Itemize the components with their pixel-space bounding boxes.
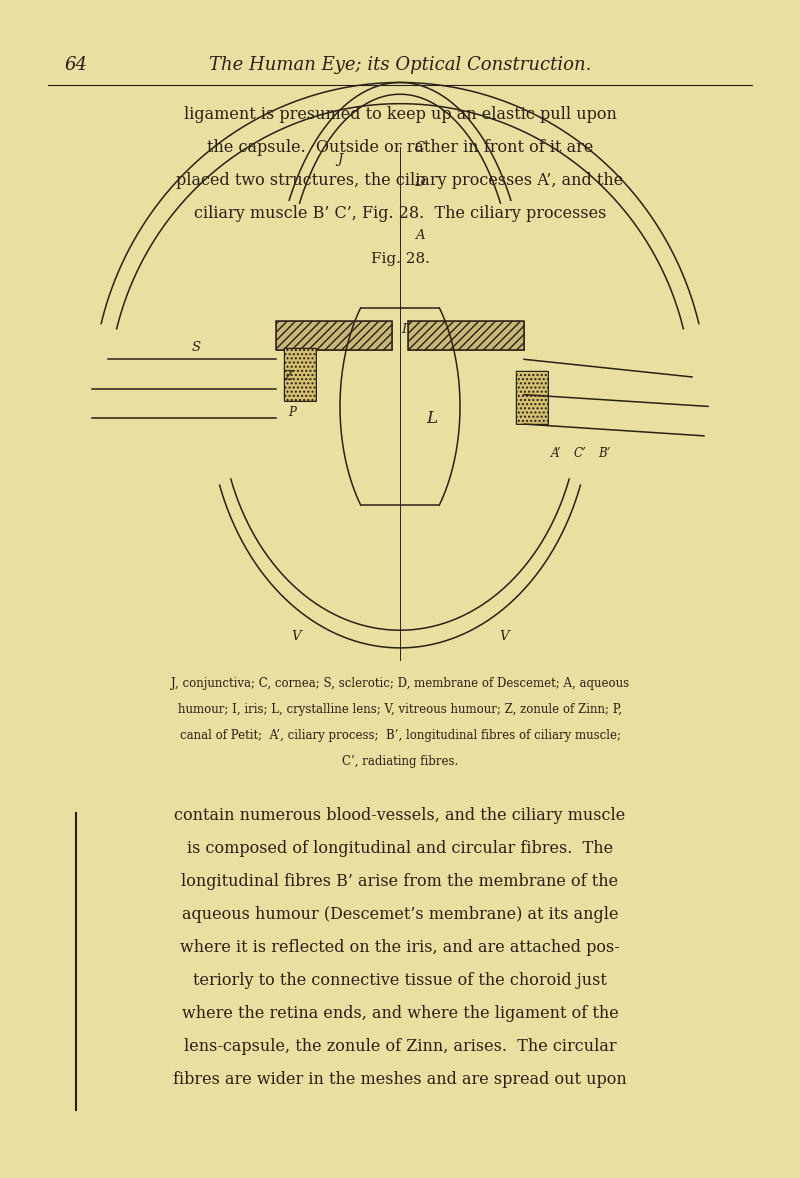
Text: C’, radiating fibres.: C’, radiating fibres.	[342, 755, 458, 768]
Text: aqueous humour (Descemet’s membrane) at its angle: aqueous humour (Descemet’s membrane) at …	[182, 906, 618, 922]
Polygon shape	[516, 371, 548, 424]
Text: D: D	[414, 176, 426, 190]
Text: C’: C’	[574, 446, 586, 461]
Text: where it is reflected on the iris, and are attached pos-: where it is reflected on the iris, and a…	[180, 939, 620, 955]
Text: I: I	[402, 323, 406, 337]
Text: B’: B’	[598, 446, 610, 461]
FancyBboxPatch shape	[276, 320, 392, 351]
Text: C: C	[415, 140, 425, 154]
Text: 64: 64	[64, 55, 87, 74]
Text: the capsule.  Outside or rather in front of it are: the capsule. Outside or rather in front …	[207, 139, 593, 155]
Text: J, conjunctiva; C, cornea; S, sclerotic; D, membrane of Descemet; A, aqueous: J, conjunctiva; C, cornea; S, sclerotic;…	[171, 677, 629, 690]
Text: canal of Petit;  A’, ciliary process;  B’, longitudinal fibres of ciliary muscle: canal of Petit; A’, ciliary process; B’,…	[179, 729, 621, 742]
Text: V: V	[499, 629, 509, 643]
Text: teriorly to the connective tissue of the choroid just: teriorly to the connective tissue of the…	[193, 972, 607, 988]
Text: ligament is presumed to keep up an elastic pull upon: ligament is presumed to keep up an elast…	[183, 106, 617, 123]
Text: where the retina ends, and where the ligament of the: where the retina ends, and where the lig…	[182, 1005, 618, 1021]
Text: A: A	[415, 229, 425, 243]
Text: V: V	[291, 629, 301, 643]
Text: placed two structures, the ciliary processes A’, and the: placed two structures, the ciliary proce…	[176, 172, 624, 188]
Text: Fig. 28.: Fig. 28.	[370, 252, 430, 266]
Text: L: L	[426, 410, 438, 426]
Text: S: S	[191, 340, 201, 355]
Text: humour; I, iris; L, crystalline lens; V, vitreous humour; Z, zonule of Zinn; P,: humour; I, iris; L, crystalline lens; V,…	[178, 703, 622, 716]
Text: The Human Eye; its Optical Construction.: The Human Eye; its Optical Construction.	[209, 55, 591, 74]
Text: Z: Z	[284, 370, 292, 384]
Text: ciliary muscle B’ C’, Fig. 28.  The ciliary processes: ciliary muscle B’ C’, Fig. 28. The cilia…	[194, 205, 606, 221]
Text: J: J	[338, 152, 342, 166]
Text: contain numerous blood-vessels, and the ciliary muscle: contain numerous blood-vessels, and the …	[174, 807, 626, 823]
Text: longitudinal fibres B’ arise from the membrane of the: longitudinal fibres B’ arise from the me…	[182, 873, 618, 889]
Text: A’: A’	[550, 446, 562, 461]
Text: P: P	[288, 405, 296, 419]
FancyBboxPatch shape	[408, 320, 524, 351]
Polygon shape	[284, 348, 316, 401]
Text: lens-capsule, the zonule of Zinn, arises.  The circular: lens-capsule, the zonule of Zinn, arises…	[184, 1038, 616, 1054]
Text: fibres are wider in the meshes and are spread out upon: fibres are wider in the meshes and are s…	[173, 1071, 627, 1087]
Text: is composed of longitudinal and circular fibres.  The: is composed of longitudinal and circular…	[187, 840, 613, 856]
